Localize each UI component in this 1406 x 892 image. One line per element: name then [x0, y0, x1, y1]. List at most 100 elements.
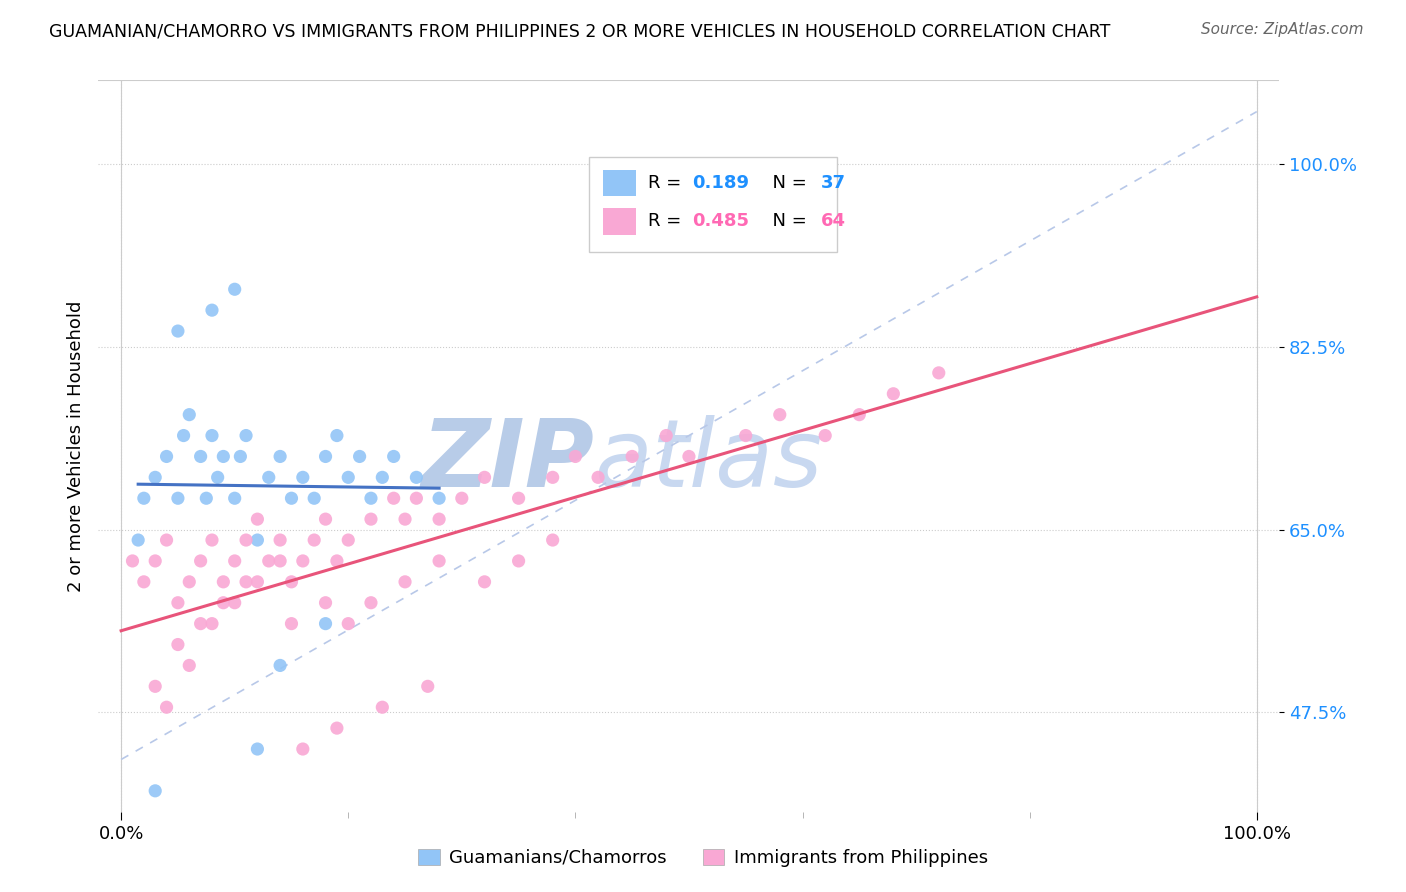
Point: [212, 450, 235, 464]
Point: [291, 742, 314, 756]
Point: [541, 533, 564, 547]
Point: [882, 386, 904, 401]
Point: [246, 742, 269, 756]
Point: [586, 470, 609, 484]
Point: [371, 700, 394, 714]
FancyBboxPatch shape: [603, 169, 636, 196]
Point: [155, 533, 177, 547]
Point: [179, 658, 201, 673]
Point: [360, 596, 382, 610]
Point: [155, 450, 177, 464]
Point: [315, 512, 337, 526]
Point: [678, 450, 700, 464]
Text: Source: ZipAtlas.com: Source: ZipAtlas.com: [1201, 22, 1364, 37]
Point: [179, 574, 201, 589]
Point: [179, 408, 201, 422]
Point: [769, 408, 792, 422]
Point: [382, 491, 405, 506]
Point: [655, 428, 678, 442]
Point: [416, 679, 439, 693]
Point: [848, 408, 870, 422]
Text: 37: 37: [821, 174, 846, 192]
Point: [280, 574, 302, 589]
Point: [394, 574, 416, 589]
Point: [302, 533, 325, 547]
Point: [224, 596, 246, 610]
Point: [235, 533, 257, 547]
Point: [269, 658, 291, 673]
Point: [394, 512, 416, 526]
Point: [405, 470, 427, 484]
Point: [326, 428, 349, 442]
Point: [212, 596, 235, 610]
Text: 0.189: 0.189: [693, 174, 749, 192]
Point: [326, 554, 349, 568]
Point: [201, 616, 224, 631]
Text: N =: N =: [761, 174, 813, 192]
Point: [302, 491, 325, 506]
Legend: Guamanians/Chamorros, Immigrants from Philippines: Guamanians/Chamorros, Immigrants from Ph…: [411, 841, 995, 874]
Point: [190, 616, 212, 631]
Point: [382, 450, 405, 464]
Point: [235, 428, 257, 442]
Point: [121, 554, 143, 568]
Point: [427, 554, 450, 568]
Point: [143, 554, 166, 568]
FancyBboxPatch shape: [603, 208, 636, 235]
Point: [280, 616, 302, 631]
Point: [143, 784, 166, 798]
Point: [224, 491, 246, 506]
Point: [269, 533, 291, 547]
Point: [167, 638, 190, 652]
Point: [474, 574, 496, 589]
Point: [621, 450, 644, 464]
Text: 64: 64: [821, 212, 846, 230]
Point: [315, 616, 337, 631]
Point: [195, 491, 218, 506]
Point: [167, 596, 190, 610]
Point: [235, 574, 257, 589]
Text: ZIP: ZIP: [422, 415, 595, 507]
Point: [541, 470, 564, 484]
Point: [360, 512, 382, 526]
Point: [257, 470, 280, 484]
Point: [427, 512, 450, 526]
Point: [132, 491, 155, 506]
Point: [564, 450, 586, 464]
Point: [246, 533, 269, 547]
Point: [291, 554, 314, 568]
Point: [427, 491, 450, 506]
Point: [280, 491, 302, 506]
Point: [269, 450, 291, 464]
Point: [207, 470, 229, 484]
Point: [474, 470, 496, 484]
Point: [269, 554, 291, 568]
FancyBboxPatch shape: [589, 157, 837, 252]
Point: [337, 533, 360, 547]
Point: [132, 574, 155, 589]
Text: R =: R =: [648, 212, 686, 230]
Point: [143, 470, 166, 484]
Point: [224, 554, 246, 568]
Point: [508, 491, 530, 506]
Point: [155, 700, 177, 714]
Point: [814, 428, 837, 442]
Point: [190, 554, 212, 568]
Point: [315, 596, 337, 610]
Point: [127, 533, 149, 547]
Point: [405, 491, 427, 506]
Point: [167, 491, 190, 506]
Point: [360, 491, 382, 506]
Text: atlas: atlas: [595, 415, 823, 506]
Point: [257, 554, 280, 568]
Point: [246, 574, 269, 589]
Point: [450, 491, 472, 506]
Point: [246, 512, 269, 526]
Point: [190, 450, 212, 464]
Point: [143, 679, 166, 693]
Point: [224, 282, 246, 296]
Point: [201, 533, 224, 547]
Point: [734, 428, 756, 442]
Text: R =: R =: [648, 174, 686, 192]
Text: GUAMANIAN/CHAMORRO VS IMMIGRANTS FROM PHILIPPINES 2 OR MORE VEHICLES IN HOUSEHOL: GUAMANIAN/CHAMORRO VS IMMIGRANTS FROM PH…: [49, 22, 1111, 40]
